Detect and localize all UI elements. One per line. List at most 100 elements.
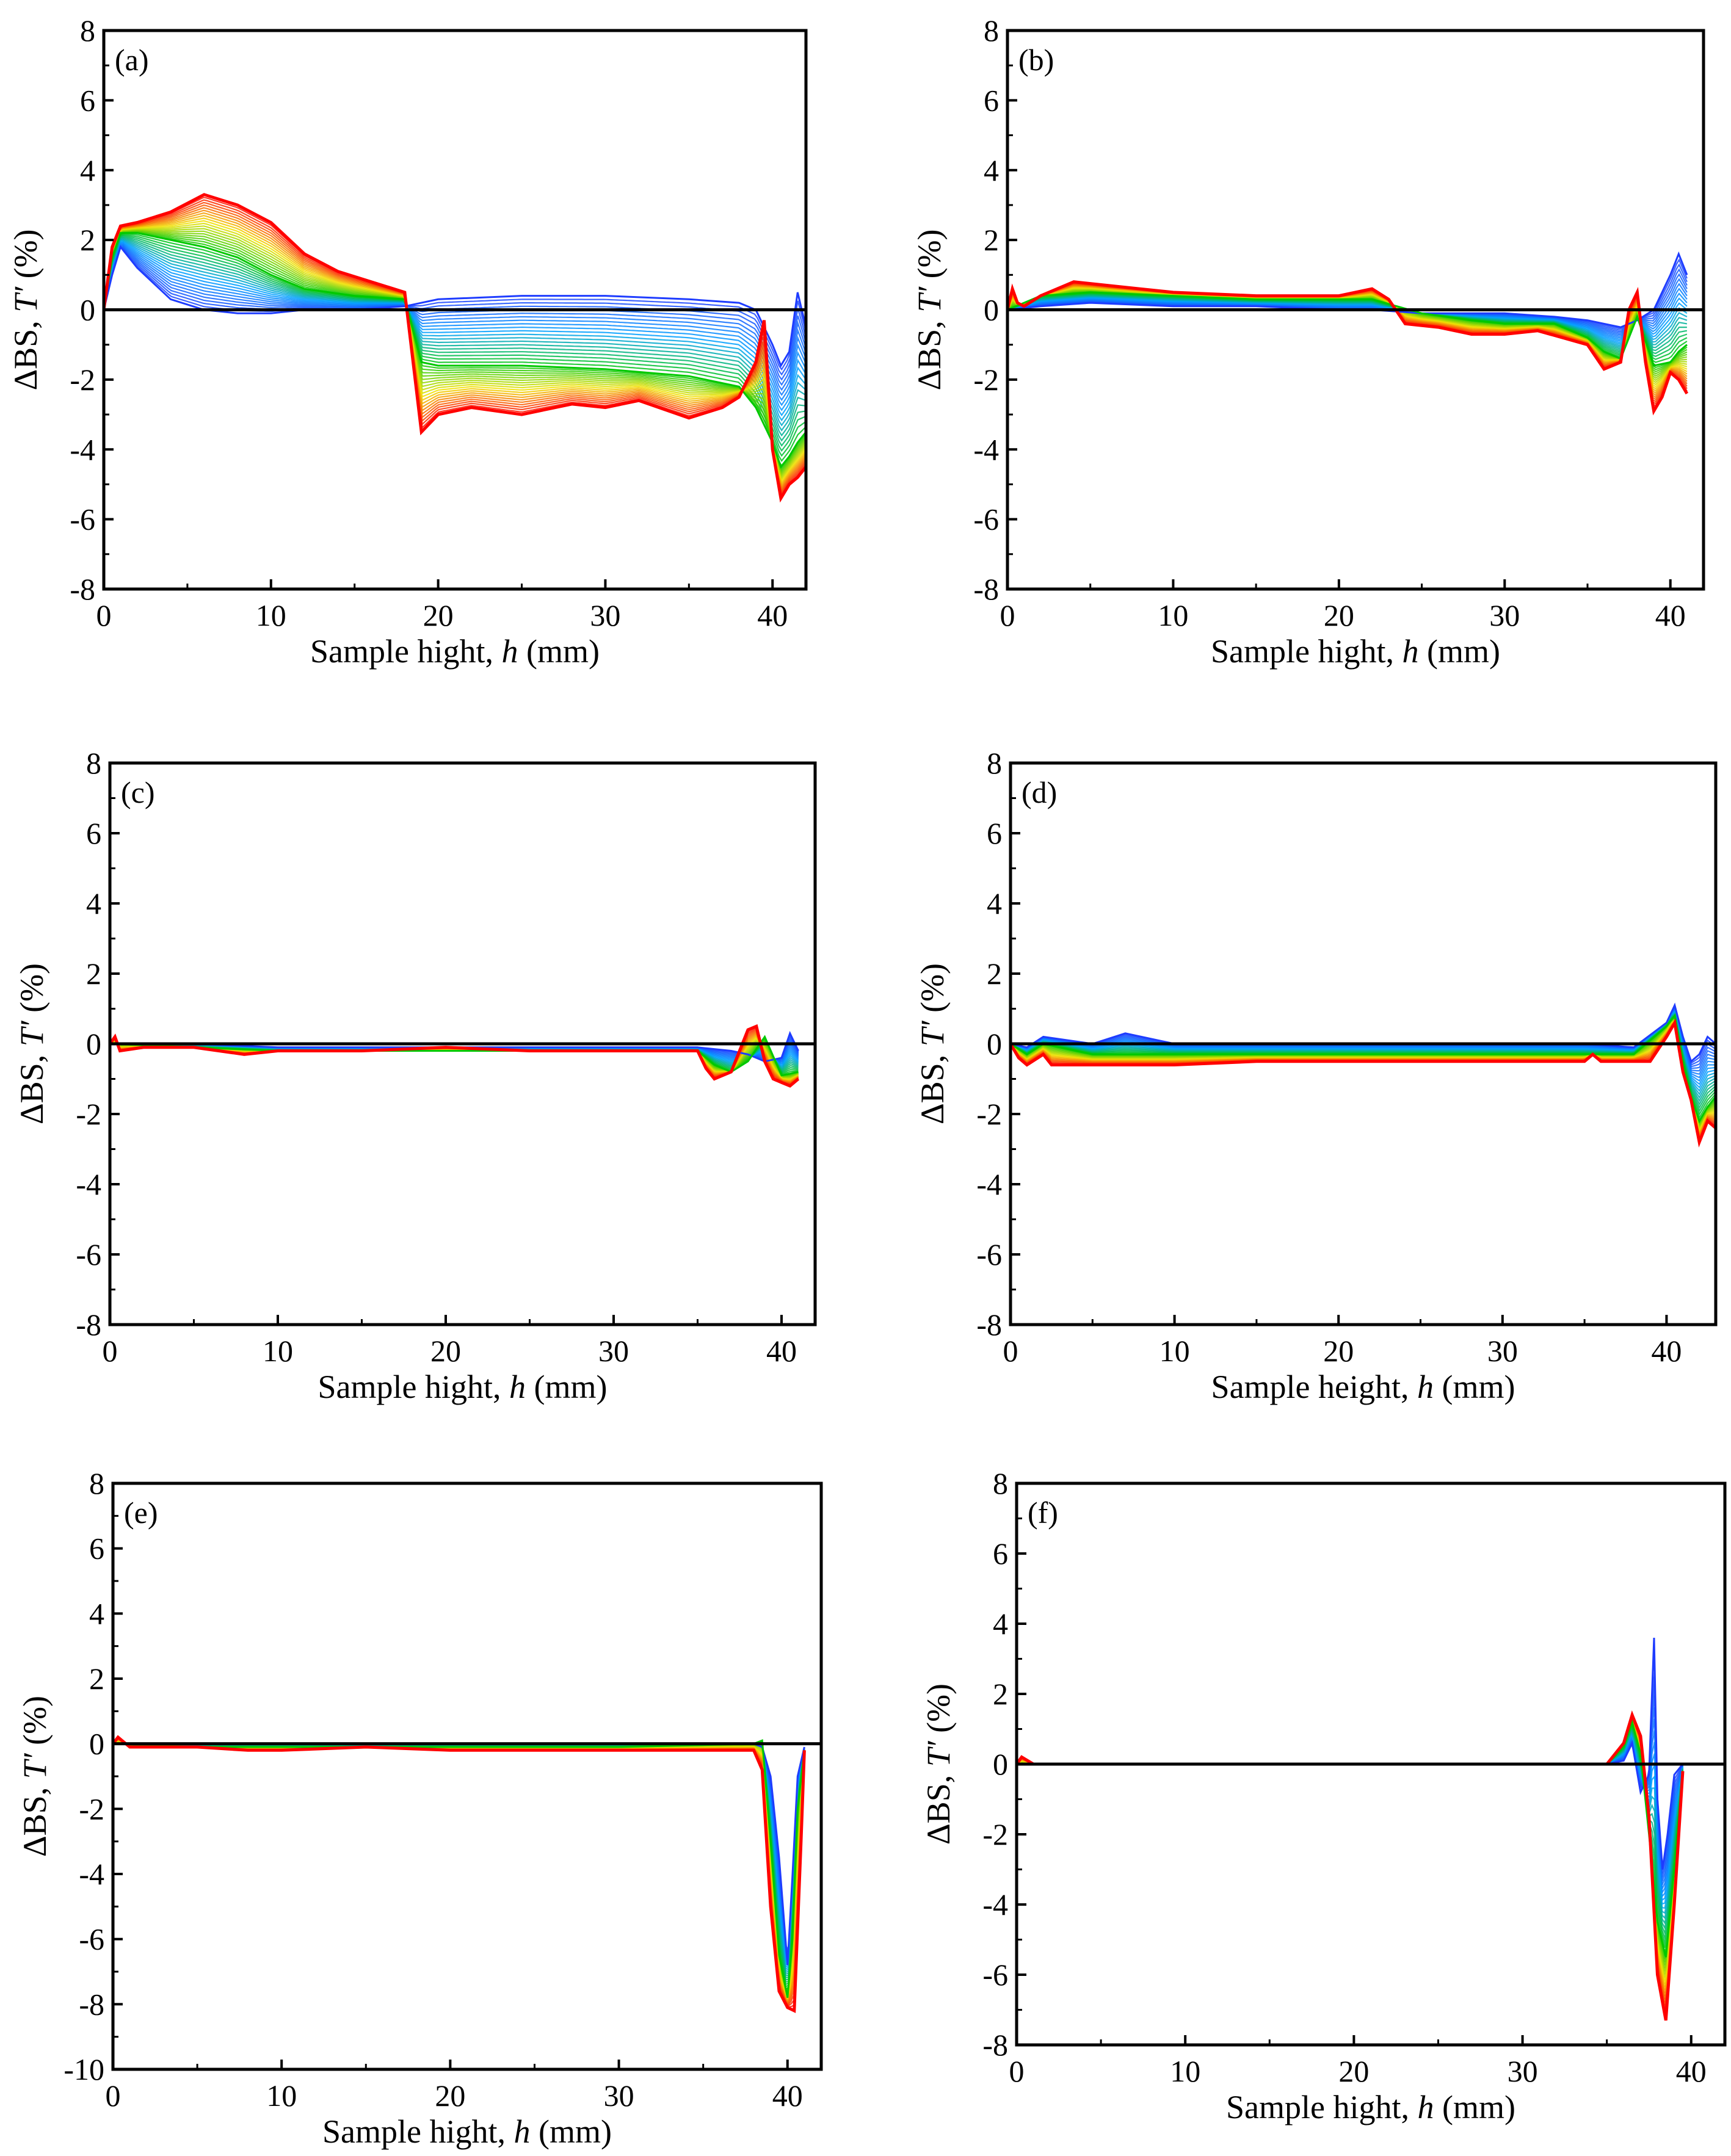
y-axis: -8 -6 -4 -2 0 2 4 6 8 [976,746,1020,1342]
family-curve [1016,1720,1684,1969]
y-tick-label: -8 [79,1987,104,2021]
family-curve [113,1743,805,1962]
family-curve [113,1743,805,1957]
y-tick-label: -6 [70,502,95,537]
family-curve [109,1027,799,1085]
x-tick-label: 10 [1170,2054,1200,2088]
y-tick-label: 0 [993,1747,1008,1781]
y-tick-label: -2 [976,1097,1002,1131]
y-tick-label: -2 [79,1792,104,1826]
family-curve [103,212,807,488]
family-curve [103,231,807,472]
y-tick-label: -4 [976,1167,1002,1201]
family-curve [103,242,807,407]
family-curve [109,1029,799,1085]
y-axis-title: ΔBS, T′ (%) [911,229,948,390]
family-curve [1016,1721,1684,1966]
curve-family [1006,258,1688,407]
y-tick-label: -6 [79,1922,104,1956]
y-tick-label: 8 [86,746,101,780]
chart-panel-f: 0 10 20 30 40 -8 -6 -4 -2 0 2 4 6 8 (f) Sample hight, h… [920,1466,1727,2125]
family-curve [112,1739,805,2000]
x-tick-label: 0 [1009,2054,1025,2088]
curve-family [112,1737,805,2008]
x-tick-label: 20 [430,1334,461,1368]
y-tick-label: 6 [89,1532,104,1566]
family-curve [103,220,807,483]
plot-frame [111,1481,823,2071]
y-tick-label: -8 [976,1308,1002,1342]
family-curve [109,1033,799,1082]
family-curve [1016,1717,1684,2003]
y-tick-label: 4 [89,1596,104,1630]
x-tick-label: 20 [435,2078,465,2113]
family-curve [112,1741,805,1994]
y-tick-label: -4 [982,1887,1008,1922]
y-tick-label: 4 [80,153,95,187]
family-curve [112,1737,805,2008]
y-tick-label: 2 [993,1677,1008,1711]
family-curve [103,225,807,480]
family-curve [112,1737,805,2006]
family-curve [1017,1724,1684,1946]
family-curve [103,215,807,487]
family-curve [103,236,807,442]
y-axis: -8 -6 -4 -2 0 2 4 6 8 [973,13,1017,606]
family-curve [112,1740,805,1999]
y-axis-title: ΔBS, T′ (%) [914,963,951,1124]
family-curve [109,1030,799,1084]
y-tick-label: -8 [70,572,95,606]
x-axis-title: Sample hight, h (mm) [318,1369,608,1405]
family-curve [112,1741,805,1995]
chart-panel-d: 0 10 20 30 40 -8 -6 -4 -2 0 2 4 6 8 (d) Sample height, … [914,746,1718,1405]
family-curve [112,1740,805,1997]
family-curve [103,244,807,391]
family-curve [112,1742,805,1975]
panel-label: (d) [1022,775,1057,809]
family-curve [1017,1725,1684,1941]
x-tick-label: 40 [1676,2054,1707,2088]
y-tick-label: 0 [80,293,95,327]
x-tick-label: 30 [1489,598,1520,632]
family-curve [1017,1726,1684,1936]
family-curve [1017,1733,1684,1901]
family-curve [103,234,807,452]
y-tick-label: 6 [987,816,1002,850]
family-curve [112,1740,805,1988]
x-axis: 0 10 20 30 40 [103,1315,797,1368]
y-tick-label: 4 [86,886,101,921]
family-curve [112,1741,805,1981]
family-curve [1017,1730,1684,1914]
x-axis: 0 10 20 30 40 [106,2060,803,2113]
x-tick-label: 10 [263,1334,293,1368]
family-curve [1017,1731,1684,1909]
x-tick-label: 20 [1323,1334,1354,1368]
family-curve [103,241,807,411]
x-axis-title: Sample height, h (mm) [1211,1369,1515,1405]
y-tick-label: 8 [987,746,1002,780]
family-curve [103,239,807,422]
family-curve [1016,1718,1684,1990]
family-curve [103,231,807,469]
family-curve [1016,1716,1684,2006]
x-tick-label: 40 [1651,1334,1682,1368]
y-tick-label: -6 [982,1958,1008,1992]
y-axis-title: ΔBS, T′ (%) [16,1696,53,1857]
family-curve [1016,1720,1684,1972]
panel-label: (b) [1018,43,1054,77]
family-curve [103,230,807,476]
y-tick-label: 0 [984,293,999,327]
x-tick-label: 40 [1655,598,1686,632]
y-tick-label: 8 [80,13,95,48]
y-tick-label: 4 [984,153,999,187]
family-curve [112,1740,805,1983]
x-axis-title: Sample hight, h (mm) [322,2113,612,2150]
family-curve [1016,1721,1684,1962]
series-line-3 [1015,1710,1685,2021]
y-tick-label: 0 [86,1027,101,1061]
y-tick-label: -8 [76,1308,101,1342]
y-tick-label: 6 [86,816,101,850]
y-tick-label: -2 [76,1097,101,1131]
family-curve [1016,1718,1684,1994]
y-tick-label: 6 [80,83,95,117]
